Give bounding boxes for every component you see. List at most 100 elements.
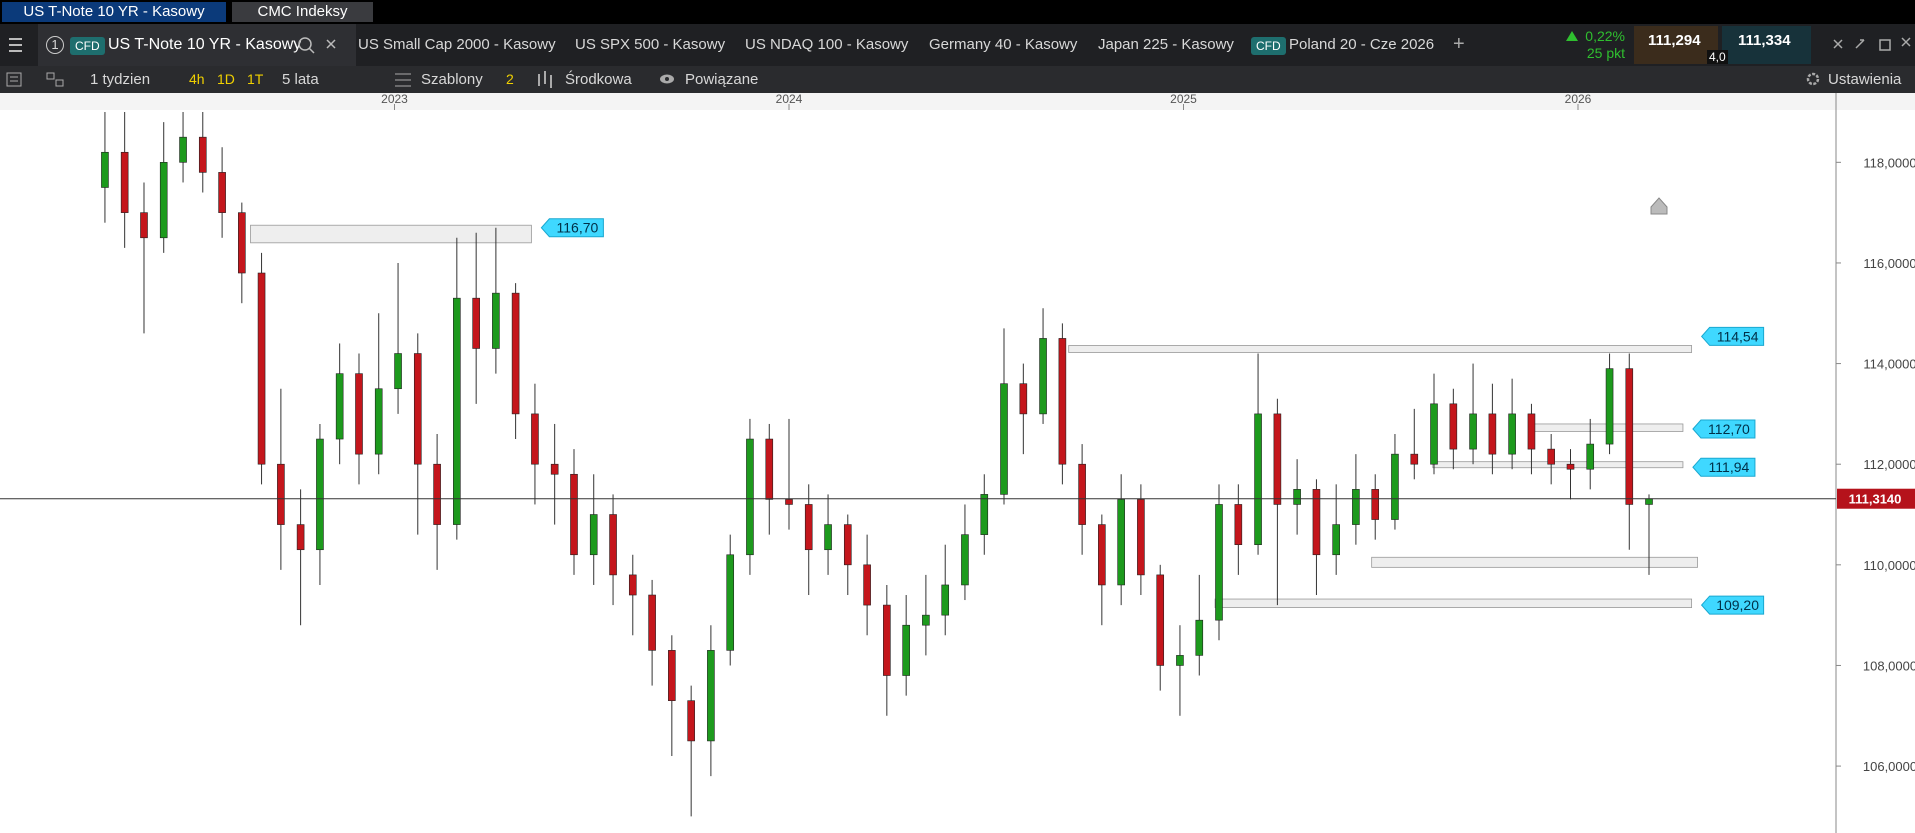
price-type-icon[interactable] bbox=[535, 66, 557, 93]
level-tag bbox=[1692, 457, 1756, 477]
candle-body bbox=[687, 700, 695, 742]
gear-icon[interactable] bbox=[1803, 66, 1823, 93]
y-tick-label: 116,0000 bbox=[1863, 256, 1915, 271]
candle-body bbox=[453, 297, 461, 525]
level-zone bbox=[250, 224, 532, 244]
window-tab[interactable]: US T-Note 10 YR - Kasowy bbox=[2, 2, 226, 22]
candle-body bbox=[1391, 453, 1399, 520]
instrument-tab[interactable]: Germany 40 - Kasowy bbox=[929, 36, 1078, 53]
interval[interactable]: 1T bbox=[247, 71, 264, 87]
candle-body bbox=[198, 136, 207, 173]
instrument-bar: 1 CFD US T-Note 10 YR - Kasowy US Small … bbox=[0, 24, 1915, 67]
x-tick-label: 2024 bbox=[776, 93, 803, 106]
level-zone bbox=[1371, 556, 1698, 568]
candle-body bbox=[159, 162, 168, 239]
candle-body bbox=[570, 473, 578, 556]
buy-box[interactable] bbox=[1722, 26, 1811, 64]
instrument-tab[interactable]: US SPX 500 - Kasowy bbox=[575, 36, 726, 53]
instrument-tab[interactable]: US NDAQ 100 - Kasowy bbox=[745, 36, 909, 53]
price-type[interactable]: Środkowa bbox=[565, 71, 632, 88]
candle-body bbox=[257, 272, 266, 465]
candle-body bbox=[824, 524, 832, 551]
candle-body bbox=[1488, 413, 1497, 455]
candle-body bbox=[804, 504, 813, 551]
templates[interactable]: Szablony bbox=[421, 71, 483, 88]
menu-icon[interactable] bbox=[0, 24, 40, 66]
candle-body bbox=[922, 614, 930, 626]
candle-body bbox=[1625, 368, 1634, 505]
candle-body bbox=[413, 353, 422, 465]
level-tag-label: 112,70 bbox=[1708, 421, 1750, 437]
candle-body bbox=[335, 373, 344, 440]
candle-body bbox=[609, 514, 617, 576]
window-tabs: US T-Note 10 YR - Kasowy CMC Indeksy bbox=[0, 0, 1915, 24]
window-tab[interactable]: CMC Indeksy bbox=[232, 2, 373, 22]
candle-body bbox=[961, 534, 969, 586]
candle-body bbox=[1215, 504, 1223, 621]
range[interactable]: 5 lata bbox=[282, 71, 319, 88]
linked[interactable]: Powiązane bbox=[685, 71, 759, 88]
y-tick-label: 112,0000 bbox=[1863, 457, 1915, 472]
candle-body bbox=[1019, 383, 1028, 415]
candle-body bbox=[1645, 498, 1653, 505]
candle-body bbox=[1293, 489, 1301, 505]
change-points: 25 pkt bbox=[1586, 45, 1625, 61]
candle-body bbox=[394, 353, 402, 390]
tab-icons[interactable] bbox=[296, 24, 356, 66]
candle-body bbox=[785, 499, 793, 505]
level-tag bbox=[1700, 326, 1765, 346]
interval[interactable]: 4h bbox=[189, 71, 205, 87]
settings[interactable]: Ustawienia bbox=[1828, 71, 1902, 88]
candle-body bbox=[296, 524, 305, 551]
y-tick-label: 106,0000 bbox=[1863, 759, 1915, 774]
indicator-count: 2 bbox=[506, 71, 514, 87]
instrument-tab[interactable]: Poland 20 - Cze 2026 bbox=[1289, 36, 1435, 53]
marker-icon bbox=[1650, 197, 1668, 215]
candle-body bbox=[1469, 413, 1477, 450]
instrument-tab[interactable]: US Small Cap 2000 - Kasowy bbox=[358, 36, 556, 53]
candle-body bbox=[1332, 524, 1340, 556]
sell-box[interactable] bbox=[1634, 26, 1718, 64]
change: 0,22% bbox=[1585, 28, 1625, 44]
candle-body bbox=[1117, 499, 1125, 586]
candle-body bbox=[120, 151, 129, 213]
candle-body bbox=[1508, 413, 1516, 455]
candle-body bbox=[589, 514, 598, 556]
candle-body bbox=[863, 564, 871, 606]
candle-body bbox=[1176, 655, 1184, 666]
buy-price: 111,334 bbox=[1738, 32, 1791, 49]
candle-body bbox=[1195, 619, 1204, 656]
candle-body bbox=[1312, 489, 1321, 556]
interval[interactable]: 1D bbox=[217, 71, 235, 87]
candle-body bbox=[1098, 524, 1106, 586]
candle-body bbox=[765, 438, 774, 500]
last-price-tag bbox=[1837, 488, 1915, 509]
period[interactable]: 1 tydzien bbox=[90, 71, 151, 88]
candle-body bbox=[550, 463, 559, 475]
candle-body bbox=[1449, 403, 1458, 450]
instrument-tab[interactable]: Japan 225 - Kasowy bbox=[1098, 36, 1234, 53]
candle-body bbox=[1078, 463, 1086, 525]
candle-body bbox=[1547, 448, 1555, 465]
sell-price: 111,294 bbox=[1648, 32, 1701, 49]
eye-icon[interactable] bbox=[658, 66, 676, 93]
toolbar-icons[interactable] bbox=[0, 66, 80, 93]
candle-body bbox=[1527, 413, 1536, 450]
level-tag bbox=[540, 218, 604, 238]
candle-body bbox=[1352, 489, 1360, 525]
candle-body bbox=[902, 624, 910, 676]
candle-body bbox=[1273, 413, 1282, 505]
cfd-badge: CFD bbox=[70, 37, 105, 55]
last-price-label: 111,3140 bbox=[1849, 492, 1902, 507]
cfd-badge: CFD bbox=[1251, 37, 1286, 55]
x-tick-label: 2023 bbox=[381, 93, 408, 106]
candle-body bbox=[218, 172, 226, 213]
candle-body bbox=[492, 292, 500, 349]
candle-body bbox=[628, 574, 637, 596]
window-icons[interactable] bbox=[1820, 24, 1915, 66]
templates-icon[interactable] bbox=[393, 66, 413, 93]
x-tick-label: 2025 bbox=[1170, 93, 1197, 106]
add-tab[interactable]: + bbox=[1453, 33, 1465, 55]
candle-body bbox=[1039, 338, 1047, 415]
